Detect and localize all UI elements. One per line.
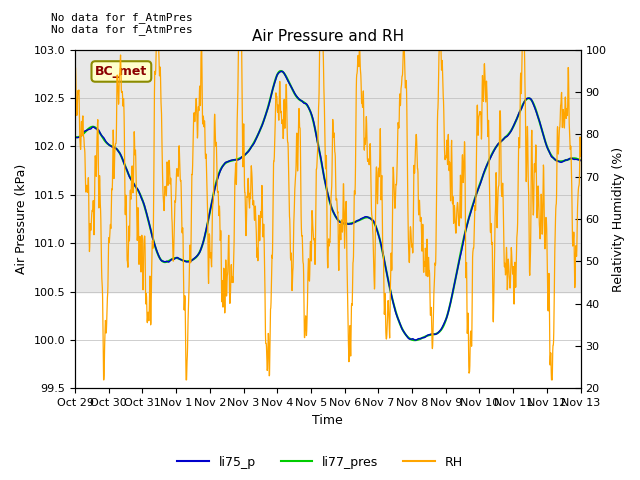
Title: Air Pressure and RH: Air Pressure and RH [252, 29, 404, 44]
Legend: li75_p, li77_pres, RH: li75_p, li77_pres, RH [172, 451, 468, 474]
Bar [75, 98, 580, 195]
Y-axis label: Relativity Humidity (%): Relativity Humidity (%) [612, 146, 625, 291]
Bar [75, 50, 580, 98]
Bar [75, 195, 580, 291]
Y-axis label: Air Pressure (kPa): Air Pressure (kPa) [15, 164, 28, 274]
Text: BC_met: BC_met [95, 65, 147, 78]
Bar [75, 195, 580, 291]
X-axis label: Time: Time [312, 414, 343, 427]
Text: No data for f_AtmPres
No data for f_AtmPres: No data for f_AtmPres No data for f_AtmP… [51, 12, 193, 36]
Bar [75, 98, 580, 195]
Bar [75, 291, 580, 388]
